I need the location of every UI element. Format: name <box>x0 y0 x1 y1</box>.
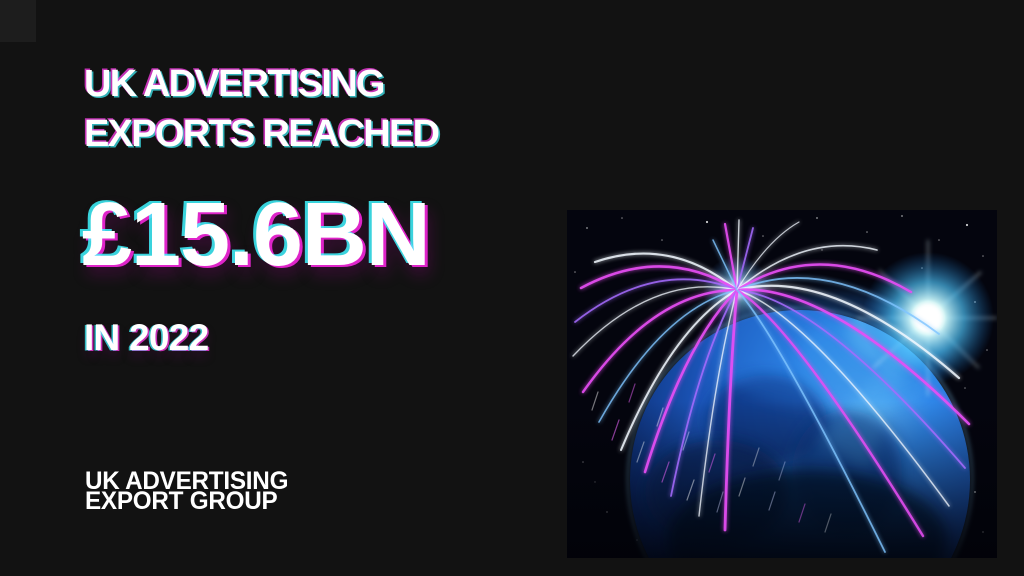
slide-heading: UK ADVERTISING EXPORTS REACHED <box>84 59 440 159</box>
logo-line-2: EXPORT GROUP <box>85 487 278 515</box>
heading-line-2: EXPORTS REACHED <box>84 113 440 155</box>
heading-line-1: UK ADVERTISING <box>84 63 386 105</box>
uk-advertising-export-group-logo: UK ADVERTISING EXPORT GROUP <box>85 467 289 515</box>
globe-illustration <box>567 210 997 558</box>
stat-period: IN 2022 <box>84 317 209 358</box>
stat-value: £15.6BN <box>82 185 431 285</box>
corner-patch <box>0 0 36 42</box>
logo-line-1: UK ADVERTISING <box>85 467 289 495</box>
globe-light-streaks-photo <box>567 210 997 558</box>
